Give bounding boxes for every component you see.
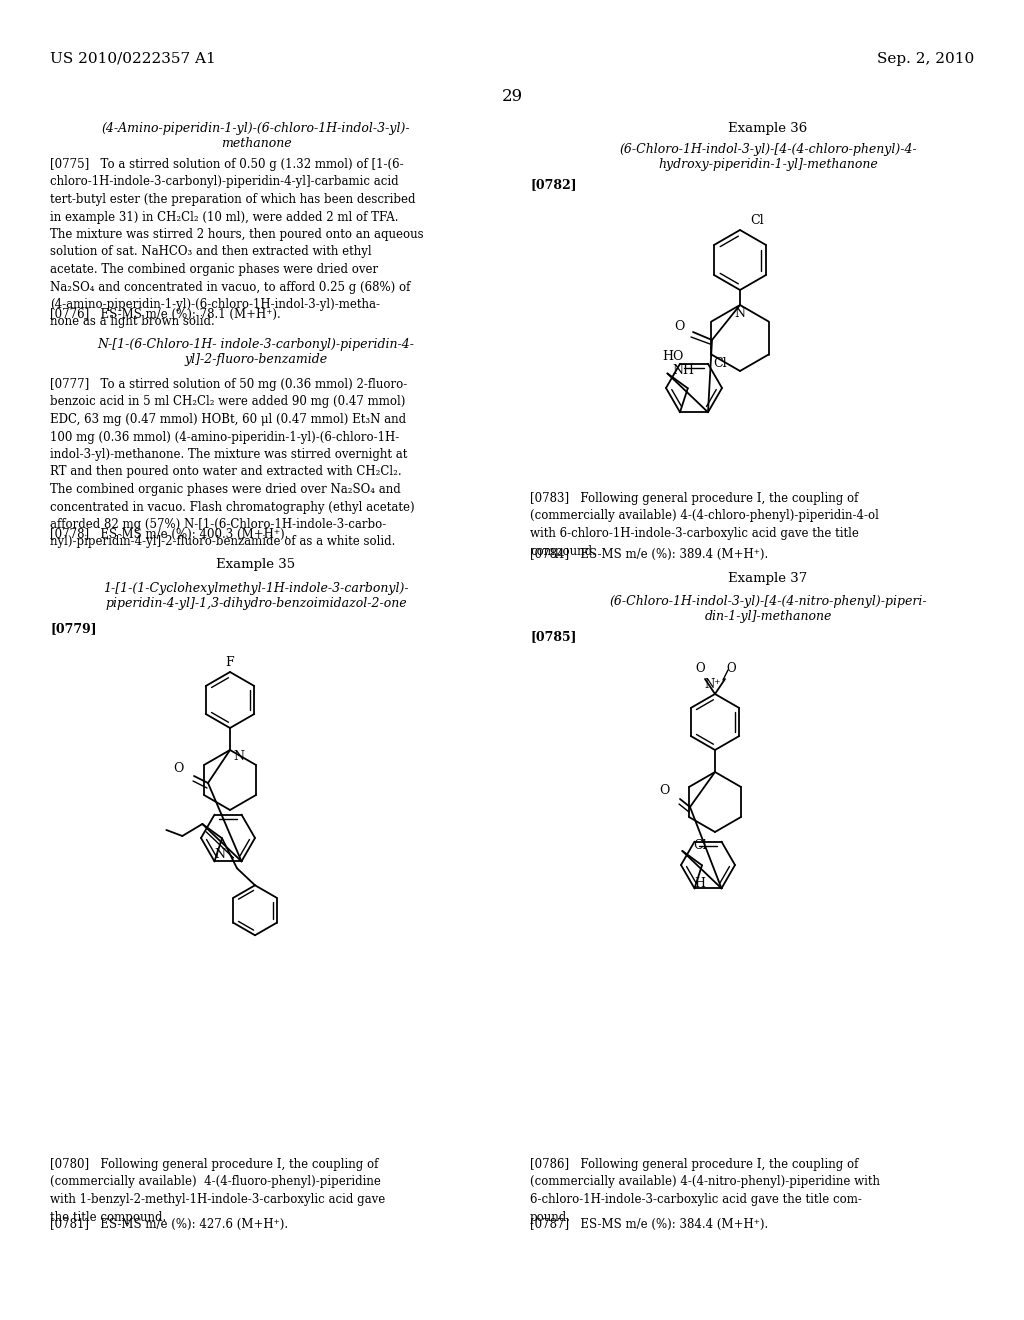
Text: (4-Amino-piperidin-1-yl)-(6-chloro-1H-indol-3-yl)-: (4-Amino-piperidin-1-yl)-(6-chloro-1H-in… xyxy=(101,121,411,135)
Text: yl]-2-fluoro-benzamide: yl]-2-fluoro-benzamide xyxy=(184,352,328,366)
Text: N: N xyxy=(734,308,745,319)
Text: Cl: Cl xyxy=(693,840,708,853)
Text: F: F xyxy=(225,656,234,668)
Text: HO: HO xyxy=(663,350,683,363)
Text: N-[1-(6-Chloro-1H- indole-3-carbonyl)-piperidin-4-: N-[1-(6-Chloro-1H- indole-3-carbonyl)-pi… xyxy=(97,338,415,351)
Text: NH: NH xyxy=(673,364,694,378)
Text: N: N xyxy=(214,849,225,861)
Text: din-1-yl]-methanone: din-1-yl]-methanone xyxy=(705,610,831,623)
Text: [0787]   ES-MS m/e (%): 384.4 (M+H⁺).: [0787] ES-MS m/e (%): 384.4 (M+H⁺). xyxy=(530,1218,768,1232)
Text: [0776]   ES-MS m/e (%): 78.1 (M+H⁺).: [0776] ES-MS m/e (%): 78.1 (M+H⁺). xyxy=(50,308,281,321)
Text: methanone: methanone xyxy=(221,137,291,150)
Text: Cl: Cl xyxy=(713,358,727,370)
Text: O: O xyxy=(726,663,736,676)
Text: N: N xyxy=(233,750,244,763)
Text: [0777]   To a stirred solution of 50 mg (0.36 mmol) 2-fluoro-
benzoic acid in 5 : [0777] To a stirred solution of 50 mg (0… xyxy=(50,378,415,549)
Text: US 2010/0222357 A1: US 2010/0222357 A1 xyxy=(50,51,216,66)
Text: (6-Chloro-1H-indol-3-yl)-[4-(4-chloro-phenyl)-4-: (6-Chloro-1H-indol-3-yl)-[4-(4-chloro-ph… xyxy=(620,143,916,156)
Text: [0785]: [0785] xyxy=(530,630,577,643)
Text: O: O xyxy=(675,319,685,333)
Text: [0781]   ES-MS m/e (%): 427.6 (M+H⁺).: [0781] ES-MS m/e (%): 427.6 (M+H⁺). xyxy=(50,1218,288,1232)
Text: [0783]   Following general procedure I, the coupling of
(commercially available): [0783] Following general procedure I, th… xyxy=(530,492,879,557)
Text: Sep. 2, 2010: Sep. 2, 2010 xyxy=(877,51,974,66)
Text: hydroxy-piperidin-1-yl]-methanone: hydroxy-piperidin-1-yl]-methanone xyxy=(658,158,878,172)
Text: Example 35: Example 35 xyxy=(216,558,296,572)
Text: Example 37: Example 37 xyxy=(728,572,808,585)
Text: N⁺: N⁺ xyxy=(705,677,721,690)
Text: [0778]   ES-MS m/e (%): 400.3 (M+H⁺).: [0778] ES-MS m/e (%): 400.3 (M+H⁺). xyxy=(50,528,289,541)
Text: H: H xyxy=(694,878,706,890)
Text: [0782]: [0782] xyxy=(530,178,577,191)
Text: piperidin-4-yl]-1,3-dihydro-benzoimidazol-2-one: piperidin-4-yl]-1,3-dihydro-benzoimidazo… xyxy=(105,597,407,610)
Text: [0780]   Following general procedure I, the coupling of
(commercially available): [0780] Following general procedure I, th… xyxy=(50,1158,385,1224)
Text: O: O xyxy=(174,763,184,776)
Text: (6-Chloro-1H-indol-3-yl)-[4-(4-nitro-phenyl)-piperi-: (6-Chloro-1H-indol-3-yl)-[4-(4-nitro-phe… xyxy=(609,595,927,609)
Text: [0779]: [0779] xyxy=(50,622,96,635)
Text: Example 36: Example 36 xyxy=(728,121,808,135)
Text: [0786]   Following general procedure I, the coupling of
(commercially available): [0786] Following general procedure I, th… xyxy=(530,1158,880,1224)
Text: [0784]   ES-MS m/e (%): 389.4 (M+H⁺).: [0784] ES-MS m/e (%): 389.4 (M+H⁺). xyxy=(530,548,768,561)
Text: [0775]   To a stirred solution of 0.50 g (1.32 mmol) of [1-(6-
chloro-1H-indole-: [0775] To a stirred solution of 0.50 g (… xyxy=(50,158,424,329)
Text: O: O xyxy=(659,784,670,797)
Text: 1-[1-(1-Cyclohexylmethyl-1H-indole-3-carbonyl)-: 1-[1-(1-Cyclohexylmethyl-1H-indole-3-car… xyxy=(103,582,409,595)
Text: Cl: Cl xyxy=(750,214,764,227)
Text: 29: 29 xyxy=(502,88,522,106)
Text: O: O xyxy=(695,663,705,676)
